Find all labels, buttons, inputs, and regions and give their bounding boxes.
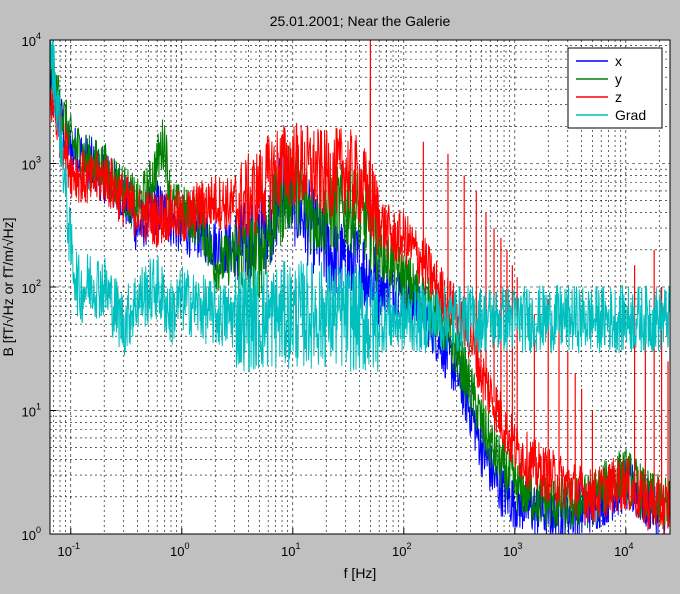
x-tick-label: 10-1 (58, 541, 80, 559)
y-tick-label: 100 (22, 525, 41, 543)
x-tick-label-base: 10 (58, 544, 72, 559)
chart-title: 25.01.2001; Near the Galerie (270, 13, 451, 29)
y-axis-label: B [fT/√Hz or fT/m/√Hz] (0, 217, 16, 356)
x-tick-label-base: 10 (614, 544, 628, 559)
x-tick-label-exponent: 3 (518, 541, 523, 551)
y-tick-label-base: 10 (22, 405, 36, 420)
y-tick-label-base: 10 (22, 34, 36, 49)
series-line-Grad (49, 39, 671, 373)
series-Grad (49, 39, 671, 373)
legend: xyz Grad (567, 47, 663, 129)
y-tick-label: 102 (22, 278, 41, 296)
y-tick-label-exponent: 4 (36, 31, 41, 41)
y-tick-label-base: 10 (22, 528, 36, 543)
legend-label-z: z (615, 89, 622, 105)
x-tick-label: 104 (614, 541, 633, 559)
series-line-z (49, 84, 671, 535)
y-tick-label: 103 (22, 155, 41, 173)
x-tick-label-base: 10 (281, 544, 295, 559)
x-tick-label: 103 (503, 541, 522, 559)
legend-label-y: y (615, 71, 622, 87)
x-tick-label: 100 (170, 541, 189, 559)
x-tick-label: 101 (281, 541, 300, 559)
legend-label-x: x (615, 53, 622, 69)
x-tick-label-base: 10 (392, 544, 406, 559)
y-tick-label-base: 10 (22, 158, 36, 173)
y-tick-label-exponent: 0 (36, 525, 41, 535)
legend-label-Grad: Grad (615, 107, 646, 123)
x-axis-label: f [Hz] (344, 565, 377, 581)
series-z (49, 40, 671, 535)
y-tick-label-exponent: 1 (36, 402, 41, 412)
x-tick-label-base: 10 (503, 544, 517, 559)
x-tick-label-base: 10 (170, 544, 184, 559)
series-layer (49, 39, 671, 535)
y-tick-label: 104 (22, 31, 41, 49)
y-tick-label-base: 10 (22, 281, 36, 296)
y-tick-label: 101 (22, 402, 41, 420)
y-tick-label-exponent: 2 (36, 278, 41, 288)
y-tick-label-exponent: 3 (36, 155, 41, 165)
x-ticks: 10-1 100 101 102 103 104 (58, 528, 634, 559)
x-tick-label-exponent: -1 (72, 541, 80, 551)
x-tick-label-exponent: 1 (296, 541, 301, 551)
x-tick-label-exponent: 0 (185, 541, 190, 551)
x-tick-label-exponent: 4 (629, 541, 634, 551)
x-tick-label: 102 (392, 541, 411, 559)
x-tick-label-exponent: 2 (407, 541, 412, 551)
